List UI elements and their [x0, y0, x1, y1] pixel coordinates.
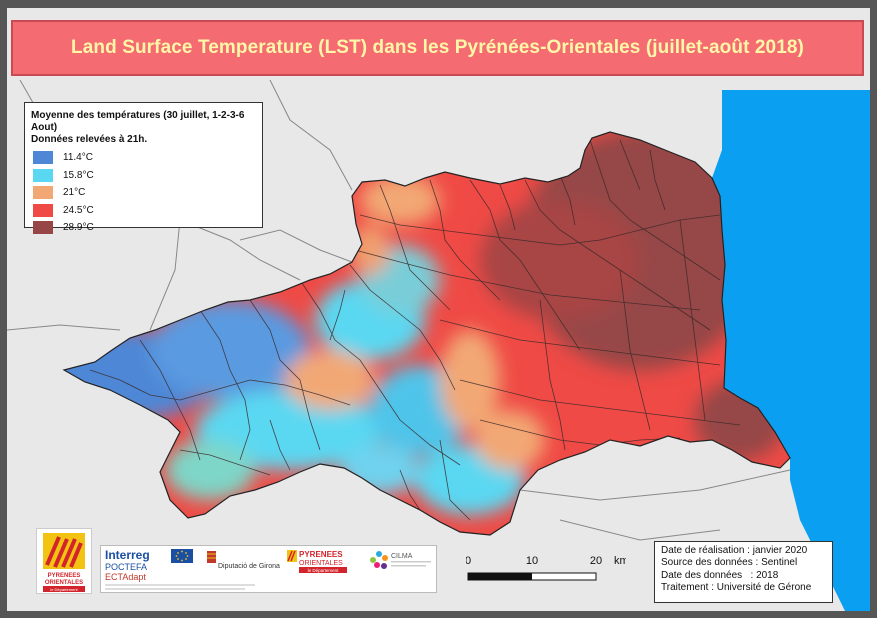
info-line: Source des données : Sentinel	[661, 557, 798, 569]
scale-tick-0: 0	[466, 555, 471, 567]
legend-label: 21°C	[63, 187, 86, 199]
scale-tick-20: 20	[590, 555, 602, 567]
scale-bar: 0 10 20 km	[465, 549, 629, 589]
po-small-text-1: PYRENEES	[299, 550, 343, 559]
po-text-3: le Département	[50, 587, 78, 592]
legend-swatch	[33, 151, 53, 165]
legend-swatch	[33, 168, 53, 182]
legend-item: 24.5°C	[31, 202, 256, 220]
diputacio-text: Diputació de Girona	[218, 563, 280, 570]
legend-item: 11.4°C	[31, 149, 256, 167]
scale-unit: km	[614, 555, 626, 567]
legend-swatch	[33, 203, 53, 217]
commune-boundaries	[89, 139, 741, 521]
po-emblem-icon: PYRENEES ORIENTALES le Département	[43, 533, 85, 592]
partner-logos-art: Interreg POCTEFA ECTAdapt Diputació de G…	[105, 548, 431, 590]
ectadapt-text: ECTAdapt	[105, 572, 146, 582]
legend-heading-2: Données relevées à 21h.	[31, 134, 148, 145]
po-small-emblem-icon	[287, 550, 297, 562]
scale-tick-10: 10	[526, 555, 538, 567]
sea-area	[712, 90, 870, 611]
legend-item: 21°C	[31, 184, 256, 202]
legend: Moyenne des températures (30 juillet, 1-…	[24, 102, 263, 235]
map-title: Land Surface Temperature (LST) dans les …	[71, 37, 804, 58]
pyrenees-orientales-logo: PYRENEES ORIENTALES le Département	[36, 528, 92, 594]
info-line: Date de réalisation : janvier 2020	[661, 545, 808, 556]
legend-heading-1: Moyenne des températures (30 juillet, 1-…	[31, 110, 245, 133]
cilma-logo-icon	[370, 551, 388, 569]
legend-swatch	[33, 221, 53, 235]
legend-swatch	[33, 186, 53, 200]
po-small-text-3: le Département	[308, 568, 340, 573]
po-text-2: ORIENTALES	[45, 580, 83, 586]
cilma-text: CILMA	[391, 553, 413, 560]
metadata-box: Date de réalisation : janvier 2020 Sourc…	[654, 541, 833, 603]
interreg-logo-text: Interreg	[105, 548, 150, 562]
map-title-box: Land Surface Temperature (LST) dans les …	[11, 20, 864, 76]
eu-flag-icon	[171, 549, 193, 563]
po-text-1: PYRENEES	[48, 573, 81, 579]
legend-item: 28.9°C	[31, 219, 256, 237]
info-line: Date des données : 2018	[661, 569, 779, 581]
legend-label: 15.8°C	[63, 169, 94, 181]
diputacio-crest-icon	[207, 551, 216, 563]
legend-label: 24.5°C	[63, 204, 94, 216]
legend-label: 11.4°C	[63, 152, 93, 164]
partner-logos: Interreg POCTEFA ECTAdapt Diputació de G…	[100, 545, 437, 593]
legend-item: 15.8°C	[31, 167, 256, 185]
poctefa-text: POCTEFA	[105, 562, 147, 572]
department-outline	[62, 131, 791, 536]
po-small-text-2: ORIENTALES	[299, 560, 343, 567]
map-canvas[interactable]	[7, 8, 870, 611]
legend-label: 28.9°C	[63, 222, 94, 234]
info-line: Traitement : Université de Gérone	[661, 581, 812, 593]
